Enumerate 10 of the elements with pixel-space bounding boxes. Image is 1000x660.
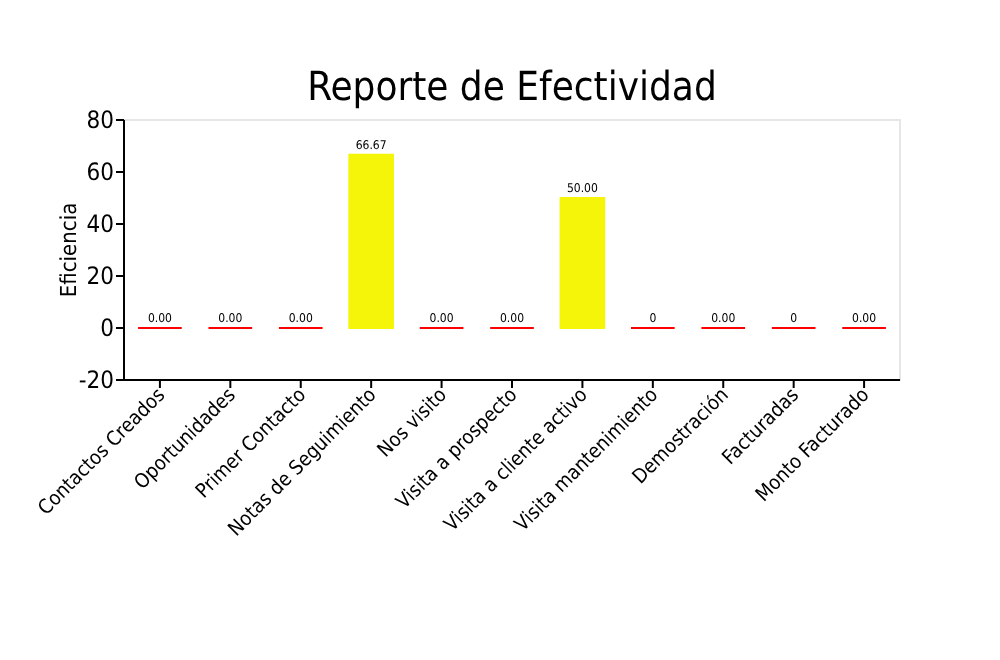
y-tick-label: -20 xyxy=(78,366,115,394)
y-tick-label: 60 xyxy=(86,158,115,186)
y-tick-label: 20 xyxy=(86,262,115,290)
bar xyxy=(348,153,394,329)
chart-title: Reporte de Efectividad xyxy=(307,62,717,110)
bar xyxy=(559,197,606,329)
y-tick-label: 0 xyxy=(100,314,115,342)
y-axis-title: Eficiencia xyxy=(56,202,82,298)
y-tick-label: 80 xyxy=(86,106,115,134)
y-tick-label: 40 xyxy=(86,210,115,238)
